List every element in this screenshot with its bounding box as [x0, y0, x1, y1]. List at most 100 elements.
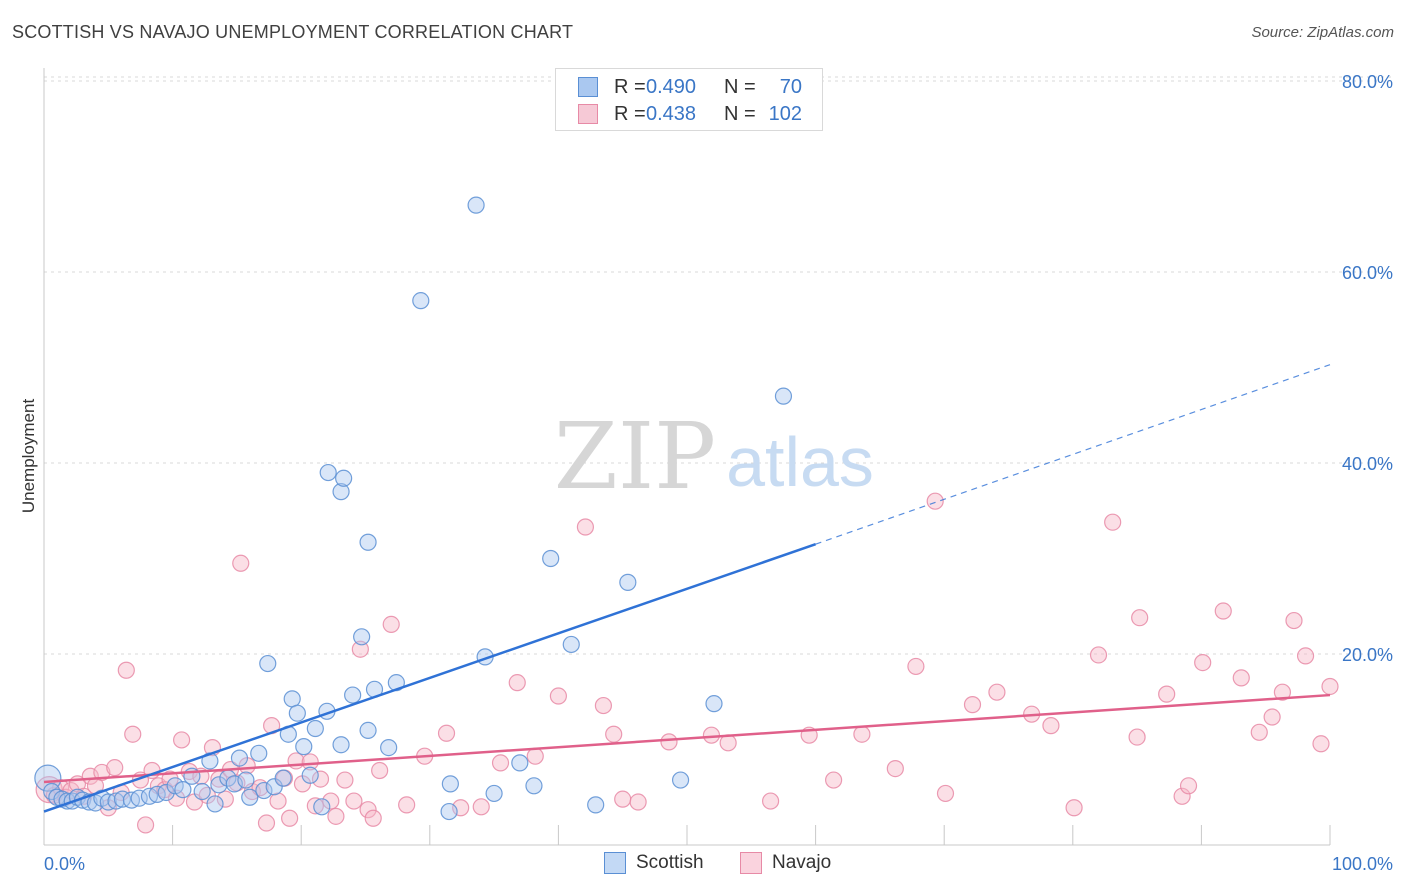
navajo-point	[508, 674, 526, 692]
n-value: 70	[779, 75, 802, 98]
scottish-point	[265, 778, 283, 796]
navajo-legend-swatch	[740, 852, 762, 874]
y-tick-label: 20.0%	[1342, 645, 1393, 665]
scottish-point	[166, 777, 184, 795]
scottish-point	[441, 775, 459, 793]
navajo-point	[576, 518, 595, 536]
navajo-point	[281, 809, 299, 827]
scottish-point	[288, 704, 306, 722]
scottish-point	[174, 781, 192, 799]
y-axis-label: Unemployment	[19, 399, 38, 514]
scottish-point	[511, 754, 529, 772]
scottish-point	[230, 749, 249, 767]
scottish-trend-line	[43, 542, 817, 813]
scottish-point	[485, 784, 503, 803]
y-tick-label: 40.0%	[1342, 454, 1393, 474]
navajo-point	[106, 759, 124, 777]
scottish-trend-extension	[815, 364, 1331, 545]
scottish-legend-swatch	[604, 852, 626, 874]
scottish-point	[237, 771, 255, 789]
r-value: 0.490	[646, 75, 697, 98]
scottish-point	[283, 690, 301, 708]
scottish-point	[774, 387, 793, 405]
navajo-point	[336, 771, 354, 789]
navajo-point	[886, 759, 904, 778]
scottish-point	[344, 686, 362, 704]
navajo-point	[629, 793, 647, 811]
navajo-point	[1173, 787, 1191, 805]
scottish-point	[130, 789, 148, 807]
scottish-point	[295, 738, 313, 756]
navajo-point	[1321, 677, 1339, 696]
navajo-point	[472, 798, 490, 816]
scottish-point	[34, 764, 62, 792]
r-label: R =	[614, 75, 646, 98]
watermark-atlas: atlas	[726, 423, 874, 501]
scottish-point	[525, 777, 543, 795]
navajo-trend-line	[43, 693, 1331, 784]
scottish-point	[359, 533, 377, 551]
scottish-point	[332, 736, 350, 754]
navajo-point	[660, 733, 678, 751]
series-legend: Scottish Navajo	[0, 852, 1406, 878]
navajo-point	[1065, 799, 1083, 817]
navajo-point	[761, 792, 780, 810]
navajo-point	[232, 554, 250, 572]
r-value: 0.438	[646, 102, 697, 125]
navajo-point	[93, 763, 111, 782]
navajo-point	[327, 807, 345, 825]
scottish-point	[335, 469, 353, 487]
scottish-series	[34, 196, 793, 821]
scottish-point	[619, 573, 637, 591]
navajo-point	[907, 657, 925, 676]
n-label: N =	[724, 75, 756, 98]
watermark-zip: ZIP	[554, 403, 716, 510]
legend-item-scottish[interactable]: Scottish	[604, 852, 704, 874]
source-label: Source: ZipAtlas.com	[1251, 24, 1394, 41]
tick-labels: 20.0% 40.0% 60.0% 80.0% 0.0% 100.0%	[44, 72, 1393, 874]
scottish-point	[671, 771, 690, 789]
navajo-swatch	[578, 104, 598, 124]
navajo-point	[269, 792, 287, 810]
x-tick-label: 100.0%	[1332, 854, 1393, 874]
navajo-point	[1042, 717, 1060, 735]
n-label: N =	[724, 102, 756, 125]
navajo-point	[702, 726, 721, 744]
navajo-point	[301, 753, 319, 771]
navajo-point	[605, 725, 623, 743]
scottish-point	[705, 695, 723, 713]
stats-legend-row-navajo: R = 0.438 N = 102	[578, 102, 802, 126]
grid-lines	[44, 76, 1395, 655]
scottish-point	[587, 796, 605, 814]
navajo-point	[398, 796, 416, 814]
stats-legend-row-scottish: R = 0.490 N = 70	[578, 75, 802, 99]
navajo-point	[1158, 685, 1176, 703]
scottish-point	[206, 795, 224, 813]
navajo-point	[926, 492, 944, 510]
scottish-point	[319, 463, 337, 482]
navajo-point	[311, 770, 330, 788]
navajo-point	[351, 640, 369, 658]
navajo-point	[117, 661, 135, 679]
navajo-point	[549, 687, 568, 705]
navajo-point	[614, 790, 632, 808]
legend-item-navajo[interactable]: Navajo	[740, 852, 831, 874]
scottish-point	[562, 635, 580, 654]
navajo-point	[1285, 611, 1303, 630]
navajo-point	[167, 789, 186, 807]
axes	[43, 68, 1331, 846]
y-tick-label: 80.0%	[1342, 72, 1393, 92]
scottish-point	[467, 196, 485, 214]
navajo-point	[1128, 728, 1146, 746]
n-value: 102	[768, 102, 802, 125]
navajo-point	[216, 790, 234, 808]
navajo-point	[1296, 647, 1315, 665]
navajo-point	[1179, 777, 1198, 795]
navajo-point	[1273, 683, 1292, 701]
scottish-point	[440, 802, 458, 821]
navajo-point	[988, 683, 1006, 701]
scottish-point	[241, 788, 259, 806]
navajo-point	[306, 797, 324, 815]
navajo-point	[364, 809, 382, 827]
